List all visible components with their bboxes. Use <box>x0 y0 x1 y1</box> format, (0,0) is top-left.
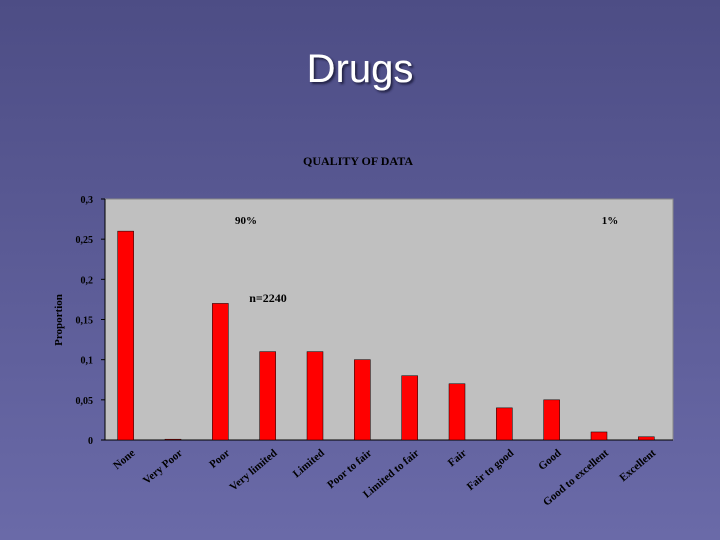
y-tick-label: 0 <box>88 436 93 447</box>
y-tick-label: 0,05 <box>76 396 94 407</box>
bar <box>448 383 466 441</box>
annotation: n=2240 <box>249 291 287 305</box>
chart-title: QUALITY OF DATA <box>303 154 413 168</box>
bar <box>496 407 513 441</box>
bar <box>543 399 560 441</box>
bar <box>354 359 371 441</box>
bar <box>164 438 182 441</box>
y-tick-label: 0,1 <box>81 356 94 367</box>
slide-title: Drugs <box>307 47 414 91</box>
bar <box>590 431 608 441</box>
bar <box>306 351 324 441</box>
bar <box>259 351 276 441</box>
annotation: 1% <box>602 215 619 227</box>
plot-area <box>104 198 674 441</box>
bar <box>117 230 134 441</box>
bar <box>401 375 418 441</box>
y-tick-label: 0,15 <box>76 316 94 327</box>
y-tick-label: 0,3 <box>81 195 94 206</box>
y-axis-label: Proportion <box>53 294 65 346</box>
y-tick-label: 0,25 <box>76 235 94 246</box>
bar <box>638 436 655 441</box>
y-tick-label: 0,2 <box>81 275 94 286</box>
annotation: 90% <box>235 215 257 227</box>
bar <box>212 303 229 441</box>
